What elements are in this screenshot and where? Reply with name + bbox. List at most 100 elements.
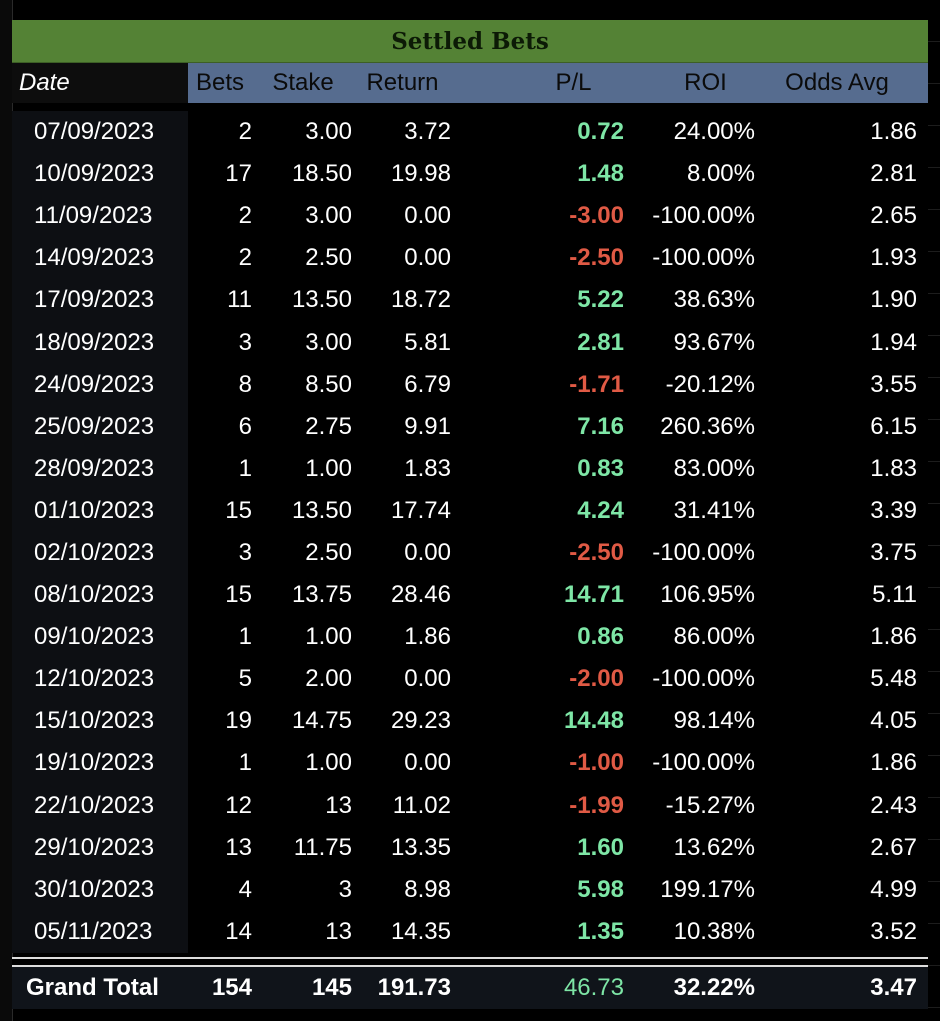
cell-stake[interactable]: 18.50 bbox=[291, 160, 352, 188]
cell-date[interactable]: 08/10/2023 bbox=[12, 574, 188, 617]
cell-bets[interactable]: 3 bbox=[238, 538, 252, 566]
cell-roi[interactable]: 98.14% bbox=[673, 707, 755, 735]
table-row[interactable]: 05/11/2023 14 13 14.35 1.35 10.38% 3.52 bbox=[12, 910, 928, 953]
cell-pl[interactable]: 14.71 bbox=[563, 581, 624, 609]
cell-bets[interactable]: 12 bbox=[225, 791, 252, 819]
cell-stake[interactable]: 13 bbox=[325, 917, 352, 945]
cell-pl[interactable]: -2.00 bbox=[569, 665, 624, 693]
cell-pl[interactable]: 4.24 bbox=[577, 496, 624, 524]
table-row[interactable]: 01/10/2023 15 13.50 17.74 4.24 31.41% 3.39 bbox=[12, 489, 928, 532]
cell-date[interactable]: 11/09/2023 bbox=[12, 195, 188, 238]
table-row[interactable]: 18/09/2023 3 3.00 5.81 2.81 93.67% 1.94 bbox=[12, 321, 928, 364]
total-label[interactable]: Grand Total bbox=[26, 973, 159, 1001]
cell-pl[interactable]: 7.16 bbox=[577, 412, 624, 440]
cell-return[interactable]: 18.72 bbox=[390, 286, 451, 314]
cell-odds-avg[interactable]: 3.75 bbox=[870, 538, 917, 566]
cell-bets[interactable]: 14 bbox=[225, 917, 252, 945]
cell-odds-avg[interactable]: 4.99 bbox=[870, 875, 917, 903]
table-row[interactable]: 10/09/2023 17 18.50 19.98 1.48 8.00% 2.81 bbox=[12, 153, 928, 196]
cell-date[interactable]: 28/09/2023 bbox=[12, 447, 188, 490]
cell-stake[interactable]: 3 bbox=[338, 875, 352, 903]
cell-bets[interactable]: 17 bbox=[225, 160, 252, 188]
cell-return[interactable]: 11.02 bbox=[392, 791, 451, 819]
cell-return[interactable]: 0.00 bbox=[404, 749, 451, 777]
cell-pl[interactable]: 0.83 bbox=[577, 454, 624, 482]
cell-return[interactable]: 8.98 bbox=[404, 875, 451, 903]
cell-odds-avg[interactable]: 2.43 bbox=[870, 791, 917, 819]
cell-pl[interactable]: 14.48 bbox=[563, 707, 624, 735]
table-row[interactable]: 02/10/2023 3 2.50 0.00 -2.50 -100.00% 3.75 bbox=[12, 531, 928, 575]
cell-stake[interactable]: 1.00 bbox=[305, 749, 352, 777]
table-row[interactable]: 28/09/2023 1 1.00 1.83 0.83 83.00% 1.83 bbox=[12, 447, 928, 490]
table-row[interactable]: 22/10/2023 12 13 11.02 -1.99 -15.27% 2.43 bbox=[12, 784, 928, 827]
cell-roi[interactable]: 31.41% bbox=[673, 496, 755, 524]
cell-date[interactable]: 12/10/2023 bbox=[12, 658, 188, 701]
total-return[interactable]: 191.73 bbox=[377, 973, 451, 1001]
cell-roi[interactable]: -100.00% bbox=[652, 749, 755, 777]
total-odds-avg[interactable]: 3.47 bbox=[870, 973, 917, 1001]
cell-date[interactable]: 10/09/2023 bbox=[12, 153, 188, 196]
cell-odds-avg[interactable]: 1.94 bbox=[870, 328, 917, 356]
cell-return[interactable]: 0.00 bbox=[404, 538, 451, 566]
cell-date[interactable]: 02/10/2023 bbox=[12, 531, 188, 575]
cell-return[interactable]: 13.35 bbox=[390, 833, 451, 861]
total-roi[interactable]: 32.22% bbox=[673, 973, 755, 1001]
cell-bets[interactable]: 8 bbox=[238, 370, 252, 398]
header-return[interactable]: Return bbox=[366, 69, 439, 96]
cell-odds-avg[interactable]: 1.93 bbox=[870, 244, 917, 272]
cell-roi[interactable]: 83.00% bbox=[673, 454, 755, 482]
cell-date[interactable]: 24/09/2023 bbox=[12, 363, 188, 406]
cell-stake[interactable]: 2.75 bbox=[305, 412, 352, 440]
table-row[interactable]: 14/09/2023 2 2.50 0.00 -2.50 -100.00% 1.93 bbox=[12, 237, 928, 280]
cell-odds-avg[interactable]: 1.90 bbox=[870, 286, 917, 314]
cell-roi[interactable]: 260.36% bbox=[660, 412, 755, 440]
cell-return[interactable]: 5.81 bbox=[404, 328, 451, 356]
cell-pl[interactable]: -2.50 bbox=[569, 538, 624, 566]
cell-pl[interactable]: -1.00 bbox=[569, 749, 624, 777]
table-row[interactable]: 29/10/2023 13 11.75 13.35 1.60 13.62% 2.67 bbox=[12, 826, 928, 869]
cell-bets[interactable]: 11 bbox=[227, 286, 252, 314]
header-odds-avg[interactable]: Odds Avg bbox=[785, 69, 889, 96]
table-row[interactable]: 30/10/2023 4 3 8.98 5.98 199.17% 4.99 bbox=[12, 868, 928, 911]
cell-stake[interactable]: 3.00 bbox=[305, 328, 352, 356]
cell-date[interactable]: 30/10/2023 bbox=[12, 868, 188, 911]
total-bets[interactable]: 154 bbox=[211, 973, 252, 1001]
cell-stake[interactable]: 2.50 bbox=[305, 538, 352, 566]
cell-pl[interactable]: 5.22 bbox=[577, 286, 624, 314]
cell-bets[interactable]: 2 bbox=[238, 202, 252, 230]
table-row[interactable]: 09/10/2023 1 1.00 1.86 0.86 86.00% 1.86 bbox=[12, 616, 928, 659]
cell-return[interactable]: 17.74 bbox=[390, 496, 451, 524]
header-bets[interactable]: Bets bbox=[195, 69, 245, 96]
total-stake[interactable]: 145 bbox=[311, 973, 352, 1001]
cell-date[interactable]: 19/10/2023 bbox=[12, 742, 188, 785]
cell-odds-avg[interactable]: 4.05 bbox=[870, 707, 917, 735]
cell-pl[interactable]: 0.72 bbox=[577, 118, 624, 146]
cell-pl[interactable]: -1.99 bbox=[569, 791, 624, 819]
cell-date[interactable]: 09/10/2023 bbox=[12, 616, 188, 659]
cell-roi[interactable]: 13.62% bbox=[673, 833, 755, 861]
cell-bets[interactable]: 1 bbox=[238, 749, 252, 777]
cell-odds-avg[interactable]: 2.65 bbox=[870, 202, 917, 230]
table-row[interactable]: 08/10/2023 15 13.75 28.46 14.71 106.95% 5.11 bbox=[12, 574, 928, 617]
cell-pl[interactable]: 1.60 bbox=[577, 833, 624, 861]
cell-date[interactable]: 01/10/2023 bbox=[12, 489, 188, 532]
cell-pl[interactable]: 1.35 bbox=[577, 917, 624, 945]
cell-bets[interactable]: 1 bbox=[238, 454, 252, 482]
cell-return[interactable]: 29.23 bbox=[390, 707, 451, 735]
cell-odds-avg[interactable]: 1.86 bbox=[870, 118, 917, 146]
cell-return[interactable]: 0.00 bbox=[404, 665, 451, 693]
cell-odds-avg[interactable]: 2.67 bbox=[870, 833, 917, 861]
cell-roi[interactable]: 199.17% bbox=[660, 875, 755, 903]
cell-roi[interactable]: 24.00% bbox=[673, 118, 755, 146]
table-row[interactable]: 25/09/2023 6 2.75 9.91 7.16 260.36% 6.15 bbox=[12, 405, 928, 448]
cell-return[interactable]: 0.00 bbox=[404, 244, 451, 272]
cell-odds-avg[interactable]: 5.11 bbox=[872, 581, 917, 609]
cell-date[interactable]: 17/09/2023 bbox=[12, 279, 188, 322]
cell-pl[interactable]: 0.86 bbox=[577, 623, 624, 651]
cell-roi[interactable]: 38.63% bbox=[673, 286, 755, 314]
cell-date[interactable]: 07/09/2023 bbox=[12, 111, 188, 154]
cell-return[interactable]: 0.00 bbox=[404, 202, 451, 230]
cell-roi[interactable]: -100.00% bbox=[652, 538, 755, 566]
cell-roi[interactable]: -100.00% bbox=[652, 244, 755, 272]
cell-roi[interactable]: 93.67% bbox=[673, 328, 755, 356]
